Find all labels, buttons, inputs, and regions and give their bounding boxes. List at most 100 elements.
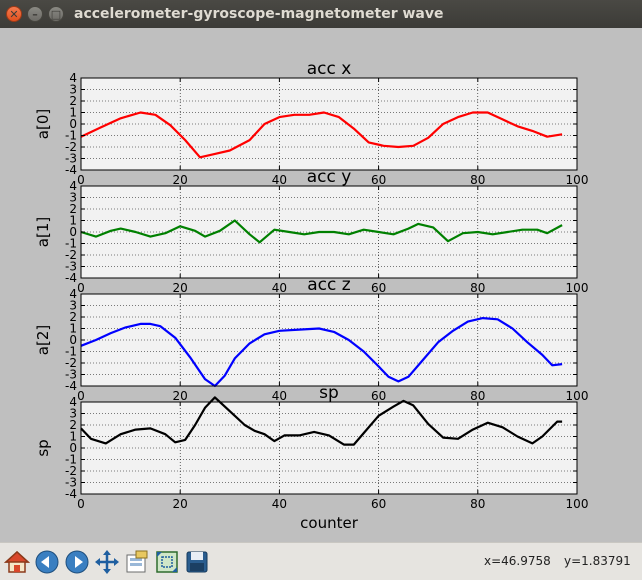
figure-canvas[interactable]: -4 -3 -2 -1 0 1 2 3 4 0 20 40 60 80 100 acc x a[0] -4 -3 -2… [0, 28, 642, 542]
window-title: accelerometer-gyroscope-magnetometer wav… [74, 6, 444, 22]
y-tick-label: 4 [69, 71, 77, 85]
series-line [80, 219, 563, 244]
move-icon [95, 550, 119, 574]
x-axis-label: counter [300, 514, 359, 532]
x-tick-label: 20 [173, 281, 188, 295]
window-titlebar: ✕ – □ accelerometer-gyroscope-magnetomet… [0, 0, 642, 28]
subplot-title: acc y [307, 167, 352, 187]
y-axis-label: sp [34, 439, 52, 456]
y-tick-label: 4 [69, 287, 77, 301]
home-button[interactable] [4, 549, 30, 575]
y-tick-label: 4 [69, 179, 77, 193]
y-axis-label: a[0] [34, 109, 52, 139]
forward-button[interactable] [64, 549, 90, 575]
x-tick-label: 20 [173, 497, 188, 511]
y-tick-label: -4 [65, 163, 77, 177]
x-tick-label: 20 [173, 173, 188, 187]
save-button[interactable] [184, 549, 210, 575]
x-tick-label: 80 [470, 389, 485, 403]
y-tick-label: 1 [69, 322, 77, 336]
x-tick-label: 40 [272, 497, 287, 511]
y-tick-label: 2 [69, 418, 77, 432]
y-tick-label: -4 [65, 379, 77, 393]
y-tick-label: -1 [65, 345, 77, 359]
pan-button[interactable] [94, 549, 120, 575]
y-tick-label: 0 [69, 441, 77, 455]
y-tick-label: 1 [69, 106, 77, 120]
y-tick-label: -3 [65, 476, 77, 490]
x-tick-label: 100 [566, 389, 589, 403]
y-tick-label: -1 [65, 129, 77, 143]
y-tick-label: 2 [69, 94, 77, 108]
y-tick-label: 1 [69, 430, 77, 444]
x-tick-label: 40 [272, 173, 287, 187]
y-tick-label: 0 [69, 225, 77, 239]
y-coordinate-readout: y=1.83791 [564, 554, 631, 568]
configure-subplots-button[interactable] [124, 549, 150, 575]
subplot-title: acc x [307, 59, 352, 79]
x-tick-label: 40 [272, 281, 287, 295]
axes-background[interactable] [81, 402, 577, 494]
x-tick-label: 0 [77, 389, 85, 403]
navigation-toolbar: x=46.9758 y=1.83791 [0, 542, 642, 580]
y-tick-label: -4 [65, 271, 77, 285]
left-arrow-icon [35, 550, 59, 574]
y-axis-label: a[1] [34, 217, 52, 247]
y-tick-label: -1 [65, 237, 77, 251]
x-tick-label: 60 [371, 497, 386, 511]
y-tick-label: -2 [65, 464, 77, 478]
y-tick-label: 1 [69, 214, 77, 228]
x-tick-label: 0 [77, 281, 85, 295]
x-tick-label: 80 [470, 281, 485, 295]
x-tick-label: 60 [371, 389, 386, 403]
y-tick-label: 0 [69, 333, 77, 347]
x-tick-label: 100 [566, 281, 589, 295]
series-line [80, 317, 563, 388]
back-button[interactable] [34, 549, 60, 575]
x-tick-label: 60 [371, 281, 386, 295]
y-tick-label: 3 [69, 191, 77, 205]
x-tick-label: 20 [173, 389, 188, 403]
x-tick-label: 80 [470, 497, 485, 511]
series-line [80, 396, 563, 446]
y-tick-label: -2 [65, 248, 77, 262]
x-tick-label: 40 [272, 389, 287, 403]
subplot-title: acc z [307, 275, 351, 295]
y-tick-label: 2 [69, 202, 77, 216]
x-tick-label: 60 [371, 173, 386, 187]
x-tick-label: 100 [566, 497, 589, 511]
zoom-button[interactable] [154, 549, 180, 575]
x-tick-label: 100 [566, 173, 589, 187]
maximize-window-icon[interactable]: □ [48, 6, 64, 22]
y-tick-label: -2 [65, 356, 77, 370]
y-axis-label: a[2] [34, 325, 52, 355]
y-tick-label: 3 [69, 407, 77, 421]
axes-background[interactable] [81, 294, 577, 386]
zoom-rect-icon [156, 551, 178, 573]
x-coordinate-readout: x=46.9758 [484, 554, 551, 568]
minimize-window-icon[interactable]: – [27, 6, 43, 22]
x-tick-label: 0 [77, 173, 85, 187]
x-tick-label: 0 [77, 497, 85, 511]
floppy-icon [186, 551, 208, 573]
subplots-icon [126, 550, 148, 573]
y-tick-label: -4 [65, 487, 77, 501]
y-tick-label: 3 [69, 299, 77, 313]
y-tick-label: 3 [69, 83, 77, 97]
y-tick-label: 0 [69, 117, 77, 131]
subplot-title: sp [319, 383, 339, 403]
y-tick-label: -3 [65, 152, 77, 166]
close-window-icon[interactable]: ✕ [6, 6, 22, 22]
y-tick-label: -3 [65, 260, 77, 274]
y-tick-label: 2 [69, 310, 77, 324]
y-tick-label: -1 [65, 453, 77, 467]
y-tick-label: -3 [65, 368, 77, 382]
axes-background[interactable] [81, 78, 577, 170]
x-tick-label: 80 [470, 173, 485, 187]
y-tick-label: -2 [65, 140, 77, 154]
